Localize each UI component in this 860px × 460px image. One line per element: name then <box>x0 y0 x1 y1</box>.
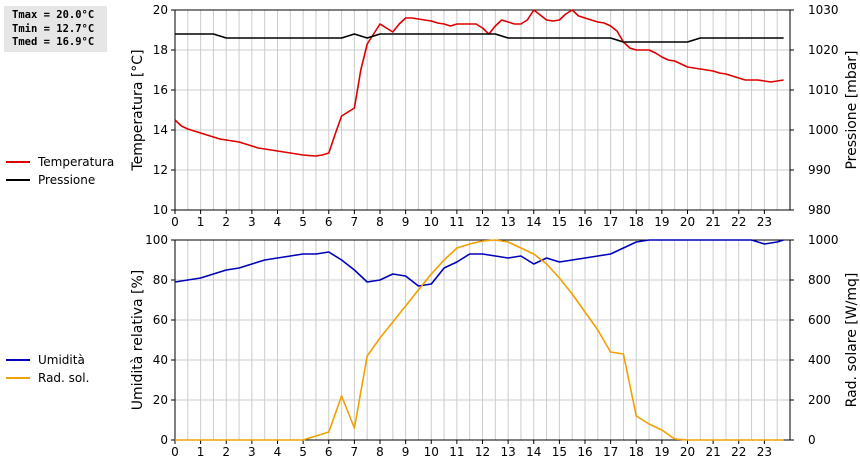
legend-bottom: Umidità Rad. sol. <box>6 351 89 387</box>
stats-box: Tmax = 20.0°C Tmin = 12.7°C Tmed = 16.9°… <box>4 6 107 52</box>
umid-x-tick-label: 2 <box>222 445 230 459</box>
temp-x-tick-label: 1 <box>197 215 205 229</box>
umid-x-tick-label: 12 <box>475 445 490 459</box>
umid-y-tick-label: 100 <box>145 233 168 247</box>
temp-y2-axis-title: Pressione [mbar] <box>844 50 860 169</box>
legend-label-pressione: Pressione <box>38 173 96 187</box>
legend-swatch-umidita <box>6 359 30 361</box>
temp-y2-tick-label: 980 <box>808 203 831 217</box>
legend-label-umidita: Umidità <box>38 353 85 367</box>
umid-x-tick-label: 19 <box>654 445 669 459</box>
series-line-temperatura <box>174 9 784 157</box>
umid-x-tick-label: 3 <box>248 445 256 459</box>
temp-x-tick-label: 0 <box>171 215 179 229</box>
umid-y-axis-title: Umidità relativa [%] <box>130 270 146 411</box>
temp-y2-tick-label: 1010 <box>808 83 839 97</box>
temp-x-tick-label: 14 <box>526 215 541 229</box>
temp-x-tick-label: 19 <box>654 215 669 229</box>
umid-x-tick-label: 5 <box>299 445 307 459</box>
tmin-text: Tmin = 12.7°C <box>12 22 95 35</box>
umid-y2-tick-label: 800 <box>808 273 831 287</box>
umid-y-tick-label: 60 <box>153 313 168 327</box>
temp-x-tick-label: 13 <box>500 215 515 229</box>
umid-y2-tick-label: 200 <box>808 393 831 407</box>
umid-x-tick-label: 7 <box>351 445 359 459</box>
umid-x-tick-label: 22 <box>731 445 746 459</box>
umid-y-tick-label: 20 <box>153 393 168 407</box>
temp-y-tick-label: 20 <box>153 3 168 17</box>
series-line-pressione <box>175 33 784 43</box>
legend-item-temperatura: Temperatura <box>6 153 114 171</box>
temp-x-tick-label: 6 <box>325 215 333 229</box>
umid-y2-tick-label: 600 <box>808 313 831 327</box>
temp-x-tick-label: 2 <box>222 215 230 229</box>
legend-swatch-radsol <box>6 377 30 379</box>
umid-x-tick-label: 4 <box>274 445 282 459</box>
umid-x-tick-label: 13 <box>500 445 515 459</box>
temp-x-tick-label: 8 <box>376 215 384 229</box>
legend-swatch-temperatura <box>6 161 30 163</box>
temp-x-tick-label: 23 <box>757 215 772 229</box>
temp-x-tick-label: 20 <box>680 215 695 229</box>
temp-x-tick-label: 15 <box>552 215 567 229</box>
legend-top: Temperatura Pressione <box>6 153 114 189</box>
legend-item-pressione: Pressione <box>6 171 114 189</box>
tmax-text: Tmax = 20.0°C <box>12 9 95 21</box>
temp-x-tick-label: 7 <box>351 215 359 229</box>
umid-x-tick-label: 1 <box>197 445 205 459</box>
legend-item-umidita: Umidità <box>6 351 89 369</box>
umid-y2-tick-label: 1000 <box>808 233 839 247</box>
umid-y2-axis-title: Rad. solare [W/mq] <box>844 273 860 408</box>
temp-y-axis-title: Temperatura [°C] <box>130 49 146 171</box>
temp-y2-tick-label: 990 <box>808 163 831 177</box>
temp-y2-tick-label: 1020 <box>808 43 839 57</box>
temp-x-tick-label: 21 <box>705 215 720 229</box>
umid-x-tick-label: 23 <box>757 445 772 459</box>
temp-y2-tick-label: 1030 <box>808 3 839 17</box>
temp-y-tick-label: 10 <box>153 203 168 217</box>
temp-x-tick-label: 4 <box>274 215 282 229</box>
umid-x-tick-label: 18 <box>629 445 644 459</box>
temp-y-tick-label: 16 <box>153 83 168 97</box>
umid-x-tick-label: 0 <box>171 445 179 459</box>
temp-x-tick-label: 5 <box>299 215 307 229</box>
umid-y-tick-label: 80 <box>153 273 168 287</box>
temp-x-tick-label: 17 <box>603 215 618 229</box>
temp-x-tick-label: 11 <box>449 215 464 229</box>
temp-x-tick-label: 16 <box>577 215 592 229</box>
series-line-umidit <box>174 239 784 287</box>
umid-x-tick-label: 16 <box>577 445 592 459</box>
umid-x-tick-label: 9 <box>402 445 410 459</box>
legend-swatch-pressione <box>6 179 30 181</box>
temp-x-tick-label: 22 <box>731 215 746 229</box>
umid-x-tick-label: 14 <box>526 445 541 459</box>
temp-y2-tick-label: 1000 <box>808 123 839 137</box>
temp-y-tick-label: 12 <box>153 163 168 177</box>
tmed-text: Tmed = 16.9°C <box>12 36 95 48</box>
umid-x-tick-label: 11 <box>449 445 464 459</box>
umid-x-tick-label: 6 <box>325 445 333 459</box>
umid-x-tick-label: 20 <box>680 445 695 459</box>
umid-y-tick-label: 0 <box>160 433 168 447</box>
temp-x-tick-label: 12 <box>475 215 490 229</box>
temp-x-tick-label: 10 <box>424 215 439 229</box>
temp-x-tick-label: 18 <box>629 215 644 229</box>
temp-x-tick-label: 9 <box>402 215 410 229</box>
umid-x-tick-label: 15 <box>552 445 567 459</box>
temp-x-tick-label: 3 <box>248 215 256 229</box>
temp-y-tick-label: 18 <box>153 43 168 57</box>
legend-item-radsol: Rad. sol. <box>6 369 89 387</box>
umid-y2-tick-label: 400 <box>808 353 831 367</box>
umid-x-tick-label: 10 <box>424 445 439 459</box>
umid-y-tick-label: 40 <box>153 353 168 367</box>
umid-x-tick-label: 17 <box>603 445 618 459</box>
temp-y-tick-label: 14 <box>153 123 168 137</box>
umid-x-tick-label: 21 <box>705 445 720 459</box>
legend-label-radsol: Rad. sol. <box>38 371 90 385</box>
series-line-rad-sol <box>175 239 784 441</box>
umid-x-tick-label: 8 <box>376 445 384 459</box>
umid-y2-tick-label: 0 <box>808 433 816 447</box>
legend-label-temperatura: Temperatura <box>38 155 115 169</box>
